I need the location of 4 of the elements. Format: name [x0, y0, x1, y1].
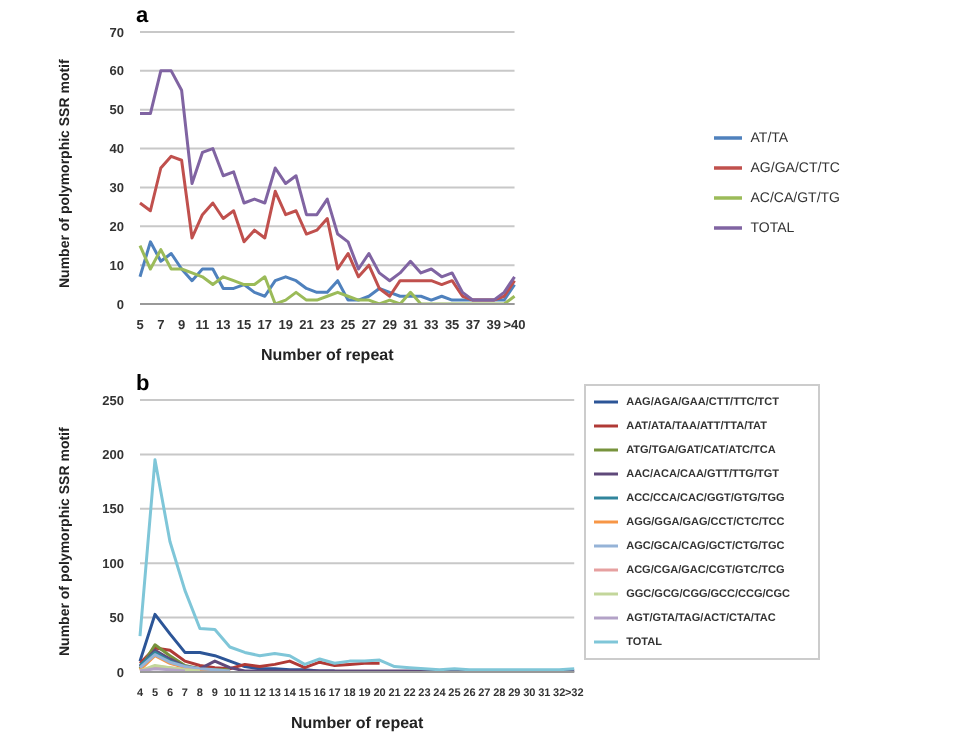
chart-title: b	[136, 372, 150, 396]
x-axis-title: Number of repeat	[261, 346, 395, 364]
x-axis-title: Number of repeat	[290, 714, 425, 732]
chart-title: a	[136, 4, 149, 28]
